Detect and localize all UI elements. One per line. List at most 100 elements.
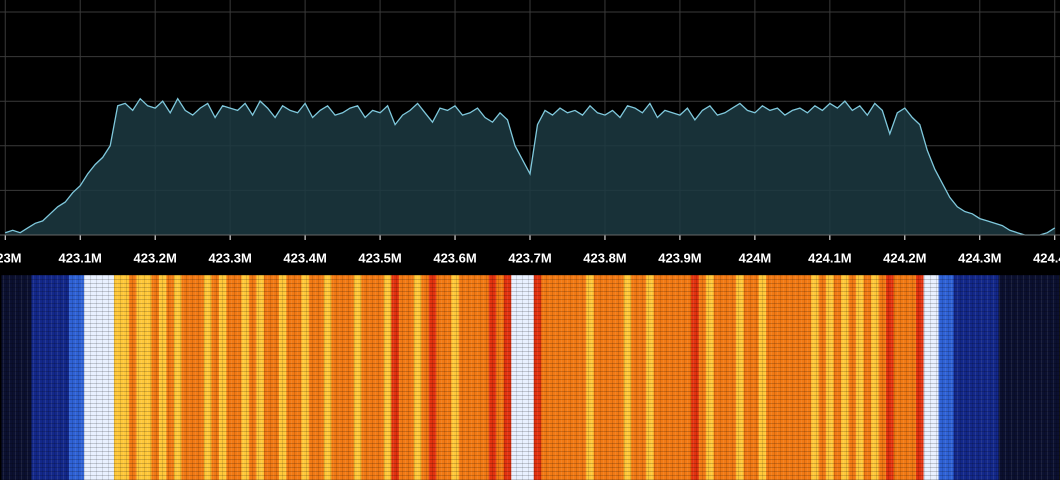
waterfall-stripe xyxy=(331,275,340,480)
waterfall-stripe xyxy=(766,275,775,480)
waterfall-stripe xyxy=(211,275,220,480)
waterfall-stripe xyxy=(143,275,152,480)
waterfall-stripe xyxy=(323,275,332,480)
x-tick-label: 423M xyxy=(0,250,22,265)
waterfall-stripe xyxy=(991,275,1000,480)
waterfall-stripe xyxy=(113,275,122,480)
waterfall-stripe xyxy=(961,275,970,480)
waterfall-stripe xyxy=(398,275,407,480)
waterfall-stripe xyxy=(188,275,197,480)
waterfall-stripe xyxy=(736,275,745,480)
waterfall-stripe xyxy=(241,275,250,480)
x-tick-label: 424.4M xyxy=(1033,250,1060,265)
waterfall-stripe xyxy=(908,275,917,480)
waterfall-stripe xyxy=(68,275,77,480)
waterfall-stripe xyxy=(826,275,835,480)
x-tick-label: 423.7M xyxy=(508,250,551,265)
waterfall-stripe xyxy=(788,275,797,480)
waterfall-stripe xyxy=(346,275,355,480)
waterfall-stripe xyxy=(173,275,182,480)
waterfall-stripe xyxy=(1051,275,1060,480)
waterfall-stripe xyxy=(443,275,452,480)
waterfall-stripe xyxy=(533,275,542,480)
waterfall-stripe xyxy=(406,275,415,480)
waterfall-stripe xyxy=(653,275,662,480)
waterfall-stripe xyxy=(1021,275,1030,480)
waterfall-stripe xyxy=(548,275,557,480)
waterfall-stripe xyxy=(121,275,130,480)
waterfall-stripe xyxy=(676,275,685,480)
x-tick-label: 424.1M xyxy=(808,250,851,265)
waterfall-stripe xyxy=(1036,275,1045,480)
x-tick-label: 424M xyxy=(739,250,772,265)
waterfall-stripe xyxy=(691,275,700,480)
waterfall-stripe xyxy=(526,275,535,480)
waterfall-stripe xyxy=(586,275,595,480)
waterfall-stripe xyxy=(608,275,617,480)
waterfall-stripe xyxy=(728,275,737,480)
waterfall-stripe xyxy=(811,275,820,480)
waterfall-stripe xyxy=(833,275,842,480)
waterfall-stripe xyxy=(938,275,947,480)
waterfall-stripe xyxy=(383,275,392,480)
waterfall-stripe xyxy=(301,275,310,480)
waterfall-stripe xyxy=(368,275,377,480)
waterfall-stripe xyxy=(818,275,827,480)
waterfall-stripe xyxy=(713,275,722,480)
waterfall-stripe xyxy=(886,275,895,480)
waterfall-stripe xyxy=(616,275,625,480)
x-tick-label: 423.2M xyxy=(133,250,176,265)
waterfall-stripe xyxy=(556,275,565,480)
waterfall-stripe xyxy=(473,275,482,480)
waterfall-stripe xyxy=(226,275,235,480)
x-tick-label: 424.3M xyxy=(958,250,1001,265)
waterfall-stripe xyxy=(31,275,40,480)
waterfall-stripe xyxy=(661,275,670,480)
waterfall-stripe xyxy=(856,275,865,480)
waterfall-stripe xyxy=(128,275,137,480)
waterfall-stripe xyxy=(451,275,460,480)
waterfall-stripe xyxy=(136,275,145,480)
waterfall-stripe xyxy=(721,275,730,480)
waterfall-stripe xyxy=(158,275,167,480)
waterfall-stripe xyxy=(871,275,880,480)
waterfall-stripe xyxy=(23,275,32,480)
waterfall-stripe xyxy=(376,275,385,480)
waterfall-stripe xyxy=(953,275,962,480)
waterfall-stripe xyxy=(923,275,932,480)
waterfall-stripe xyxy=(758,275,767,480)
waterfall-stripe xyxy=(106,275,115,480)
waterfall-stripe xyxy=(293,275,302,480)
waterfall-stripe xyxy=(308,275,317,480)
waterfall-stripe xyxy=(976,275,985,480)
x-tick-label: 423.8M xyxy=(583,250,626,265)
waterfall-stripe xyxy=(436,275,445,480)
waterfall-stripe xyxy=(503,275,512,480)
waterfall-stripe xyxy=(983,275,992,480)
waterfall-stripe xyxy=(166,275,175,480)
waterfall-stripe xyxy=(698,275,707,480)
waterfall-stripe xyxy=(968,275,977,480)
waterfall-stripe xyxy=(353,275,362,480)
x-tick-label: 423.5M xyxy=(358,250,401,265)
waterfall-stripe xyxy=(466,275,475,480)
waterfall-stripe xyxy=(901,275,910,480)
waterfall-stripe xyxy=(413,275,422,480)
waterfall-stripe xyxy=(421,275,430,480)
waterfall-stripe xyxy=(91,275,100,480)
waterfall-stripe xyxy=(151,275,160,480)
x-tick-label: 423.4M xyxy=(283,250,326,265)
waterfall-stripe xyxy=(391,275,400,480)
waterfall-stripe xyxy=(841,275,850,480)
spectrum-area xyxy=(5,98,1055,235)
waterfall-stripe xyxy=(286,275,295,480)
waterfall-stripe xyxy=(8,275,17,480)
waterfall-stripe xyxy=(233,275,242,480)
waterfall-stripe xyxy=(541,275,550,480)
waterfall-stripe xyxy=(511,275,520,480)
x-tick-label: 424.2M xyxy=(883,250,926,265)
waterfall-stripe xyxy=(458,275,467,480)
waterfall-stripe xyxy=(706,275,715,480)
waterfall-stripe xyxy=(878,275,887,480)
